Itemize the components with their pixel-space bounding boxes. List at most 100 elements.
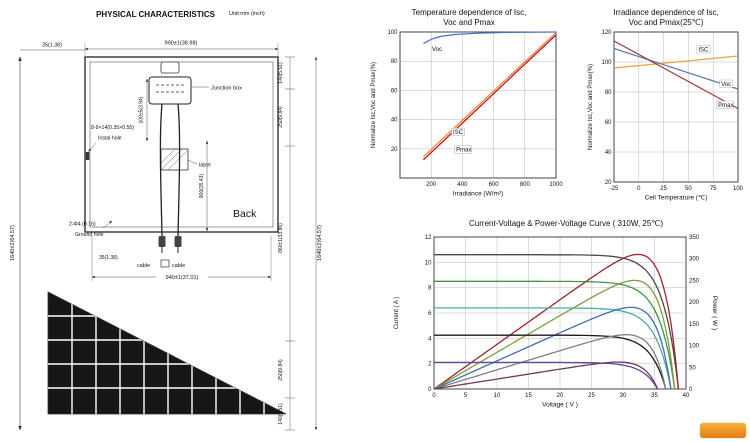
y-tick-label: 0	[428, 387, 432, 393]
series-label: ISC	[453, 130, 464, 136]
y-tick-label: 20	[605, 180, 612, 186]
panel-perspective-view	[47, 291, 287, 415]
chart1-title: Temperature dependence of Isc, Voc and P…	[366, 8, 572, 29]
series-pv	[433, 254, 680, 390]
leader-line	[102, 220, 113, 229]
dim-wedge-upper: 250(9.84)	[278, 359, 284, 381]
series-iv	[434, 307, 672, 390]
dim-wedge-lower: 140(5.51)	[278, 403, 284, 425]
note-junction-box: Junction box	[211, 86, 242, 92]
chart2-title-line2: Voc and Pmax(25℃)	[628, 18, 704, 28]
series-iv	[434, 281, 676, 390]
series-pv	[433, 280, 676, 390]
x-axis-label: Voltage ( V )	[542, 402, 578, 409]
series-Pmax	[613, 40, 739, 109]
chart1-plot: 200 400 600 800 1000 20 40 60 80 100 Irradiance (W…	[371, 30, 563, 198]
cable-left-line	[159, 103, 163, 237]
y-tick-label: 40	[391, 117, 398, 123]
x-tick-label: 15	[525, 393, 532, 399]
label-hatch	[160, 148, 183, 171]
x-tick-label: 5	[464, 393, 468, 399]
y-tick-label: 20	[391, 147, 398, 153]
chart3-plot: 0 5 10 15 20 25 30 35 40024681012050100150200250…	[394, 235, 718, 409]
series-label: Pmax	[456, 148, 471, 154]
y-tick-label: 10	[425, 261, 432, 267]
dim-bottom-offset: 35(1.38)	[99, 255, 118, 261]
y-tick-label: 2	[428, 362, 432, 368]
note-label: label	[199, 163, 211, 169]
x-tick-label: 400	[457, 182, 468, 188]
cable-connector	[158, 236, 166, 247]
series-Voc	[423, 31, 557, 45]
dim-jbox: 100±5(3.94)	[139, 96, 145, 123]
x-tick-label: 75	[710, 186, 717, 192]
label-hatch	[160, 148, 176, 164]
y-tick-label: 40	[605, 150, 612, 156]
chart1-title-line1: Temperature dependence of Isc,	[411, 8, 527, 17]
dim-left-height: 1640±2(64.57)	[10, 225, 16, 261]
dim-top-right: 140(5.51)	[278, 62, 284, 84]
chart2-plot: -25 0 25 50 75 100 20 40 60 80 100 120 Cell Temperat…	[588, 30, 744, 202]
series-iv	[434, 362, 659, 390]
note-back: Back	[233, 208, 257, 220]
note-ground-hole-size: 2-Φ4 (0.16)	[69, 222, 96, 228]
y-tick-label: 60	[605, 120, 612, 126]
y-tick-label: 8	[428, 286, 432, 292]
plot-border	[433, 236, 687, 390]
plot-border	[399, 31, 557, 179]
y2-tick-label: 100	[689, 344, 700, 350]
note-instal-hole: Instal hole	[98, 136, 122, 142]
series-Voc	[613, 47, 739, 90]
brand-logo	[700, 423, 746, 438]
y-axis-label: Normalize Isc,Voc and Pmax(%)	[588, 64, 594, 150]
y-tick-label: 120	[601, 30, 612, 36]
dim-right-mid: 860±1(33.86)	[278, 223, 284, 253]
x-tick-label: 200	[426, 182, 437, 188]
x-tick-label: 40	[683, 393, 690, 399]
x-tick-label: 800	[520, 182, 531, 188]
x-tick-label: 50	[685, 186, 692, 192]
leader-line	[88, 142, 97, 152]
y2-tick-label: 50	[689, 366, 696, 372]
chart2-title-line1: Irradiance dependence of Isc,	[613, 8, 719, 17]
y2-tick-label: 150	[689, 322, 700, 328]
chart1-title-line2: Voc and Pmax	[443, 18, 495, 28]
chart-irradiance-dependence: Irradiance dependence of Isc, Voc and Pm…	[584, 8, 748, 210]
x-tick-label: 25	[588, 393, 595, 399]
label-hatch	[167, 149, 189, 171]
label-rect	[160, 148, 189, 171]
dim-top-width: 990±1(38.98)	[165, 41, 198, 47]
series-label: Pmax	[718, 103, 733, 109]
y2-tick-label: 0	[689, 387, 693, 393]
x-tick-label: 1000	[549, 182, 563, 188]
series-ISC	[422, 32, 557, 158]
x-tick-label: 25	[660, 186, 667, 192]
y2-tick-label: 200	[689, 301, 700, 307]
dim-right-upper: 250(9.84)	[278, 106, 284, 128]
jbox-connector	[160, 61, 180, 74]
dim-right-height: 1640±2(64.57)	[317, 225, 323, 261]
series-label: ISC	[698, 47, 709, 53]
drawing-title: PHYSICAL CHARACTERISTICS	[96, 10, 216, 19]
x-tick-label: -25	[610, 186, 619, 192]
annotation-box	[451, 127, 465, 136]
annotation-box	[454, 145, 472, 154]
annotation-box	[719, 79, 734, 88]
y-tick-label: 100	[601, 60, 612, 66]
x-tick-label: 600	[489, 182, 500, 188]
leader-line	[187, 159, 198, 165]
junction-box	[148, 76, 192, 105]
x-tick-label: 0	[432, 393, 436, 399]
x-tick-label: 30	[620, 393, 627, 399]
y2-tick-label: 350	[689, 235, 700, 241]
series-pv	[433, 307, 672, 390]
dim-bottom-width: 940±1(37.01)	[166, 275, 199, 281]
y-tick-label: 80	[391, 59, 398, 65]
y2-tick-label: 250	[689, 279, 700, 285]
chart-temperature-dependence: Temperature dependence of Isc, Voc and P…	[366, 8, 572, 210]
series-iv	[434, 334, 667, 390]
x-tick-label: 100	[733, 186, 744, 192]
series-ISC	[613, 55, 739, 69]
y-tick-label: 4	[428, 337, 432, 343]
dim-top-left: 35(1.38)	[42, 43, 62, 49]
